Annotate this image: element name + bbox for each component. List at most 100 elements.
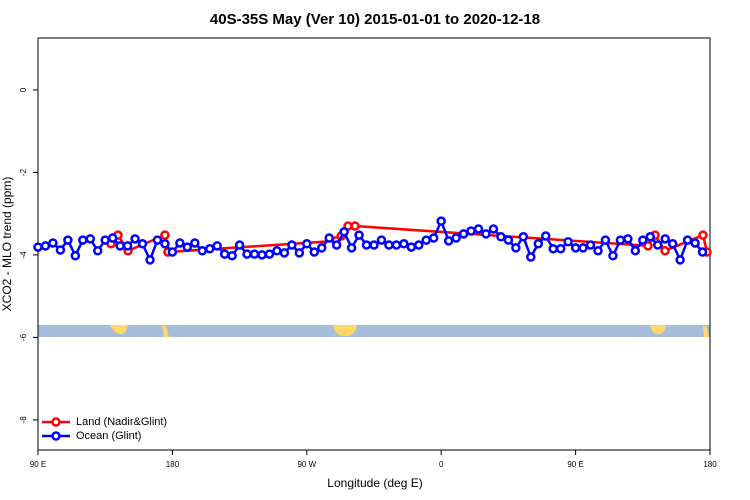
point [242,249,252,259]
point [600,235,611,245]
point [361,240,372,250]
point [660,234,670,244]
y-tick-label: -8 [19,416,28,424]
point [78,235,88,245]
point [638,235,648,245]
point [511,243,521,253]
point [608,251,618,261]
point [436,216,446,226]
legend-label: Land (Nadir&Glint) [76,416,167,428]
map-strip [38,325,710,337]
point [279,248,290,258]
point [85,234,96,244]
point [466,226,476,236]
point [257,250,267,260]
point [152,235,163,245]
point [63,235,73,245]
point [137,239,148,249]
point [682,235,693,245]
point [384,240,394,250]
point [107,233,118,243]
y-tick-label: -6 [19,333,28,341]
point [458,229,469,239]
point [346,243,357,253]
point [548,243,558,254]
point [690,238,700,248]
point [160,230,170,240]
point [324,233,334,243]
point [212,241,222,251]
point [350,221,360,231]
y-tick-label: -2 [19,168,28,176]
point [175,238,185,248]
point [264,249,275,259]
point [496,232,506,242]
chart-title: 40S-35S May (Ver 10) 2015-01-01 to 2020-… [210,11,540,28]
point [369,240,379,250]
x-tick-label: 180 [703,460,717,469]
point [623,234,633,244]
y-axis-label: XCO2 - MLO trend (ppm) [0,177,14,312]
x-tick-label: 90 E [30,460,46,469]
point [100,235,110,245]
x-tick-label: 0 [439,460,444,469]
point [115,241,125,251]
point [697,247,708,257]
point [570,243,581,253]
point [630,246,641,256]
point [122,241,133,251]
point [503,235,514,245]
point [578,243,588,253]
point [585,240,596,250]
legend-label: Ocean (Glint) [76,430,141,442]
point [399,239,409,249]
legend-marker [51,417,61,427]
point [563,236,573,247]
y-tick-label: -4 [19,251,28,259]
point [197,246,208,256]
point [414,240,424,250]
point [451,233,461,243]
point [287,240,297,250]
point [92,246,103,256]
point [593,246,603,256]
point [70,251,81,261]
x-axis-label: Longitude (deg E) [327,476,422,490]
point [391,240,402,250]
x-tick-label: 180 [166,460,180,469]
point [272,246,282,256]
point [167,247,178,257]
point [643,241,653,251]
point [481,229,491,239]
point [331,240,342,250]
point [354,230,364,240]
point [48,238,58,248]
legend-marker [51,431,61,441]
point [182,242,193,252]
point [227,251,237,261]
point [219,249,230,259]
y-tick-label: 0 [19,87,28,92]
point [675,255,685,265]
point [55,245,66,255]
point [540,231,551,241]
point [234,240,245,250]
point [645,232,656,242]
point [309,247,320,257]
point [555,243,566,254]
point [660,246,670,256]
point [533,239,544,249]
point [488,224,499,234]
point [615,235,626,245]
point [518,232,529,242]
point [339,227,349,237]
point [698,230,708,240]
point [249,249,260,259]
point [40,241,51,251]
x-tick-label: 90 E [567,460,583,469]
point [376,235,387,245]
point [145,255,155,265]
point [406,242,417,252]
point [667,239,678,249]
